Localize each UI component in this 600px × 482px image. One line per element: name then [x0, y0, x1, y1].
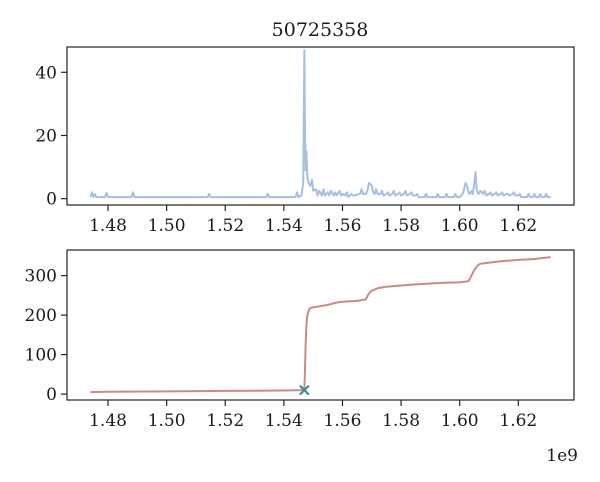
y-tick-label: 0 [46, 190, 57, 210]
marker-x [299, 384, 310, 396]
x-tick-label: 1.60 [441, 216, 479, 236]
x-tick-label: 1.56 [324, 216, 362, 236]
x-tick-label: 1.50 [148, 411, 186, 431]
x-tick-label: 1.60 [441, 411, 479, 431]
x-offset-label: 1e9 [546, 446, 578, 466]
bottom-panel-cumulative: 1.48 1.50 1.52 1.54 1.56 1.58 1.60 1.62 0 100 200 3… [25, 249, 575, 431]
y-tick-label: 40 [35, 63, 57, 83]
x-tick-label: 1.54 [265, 216, 303, 236]
y-tick-label: 20 [35, 126, 57, 146]
top-panel-intervals: 1.48 1.50 1.52 1.54 1.56 1.58 1.60 1.62 0 20 40 [35, 46, 575, 236]
axes-frame [66, 46, 575, 206]
x-tick-label: 1.56 [324, 411, 362, 431]
x-tick-label: 1.52 [206, 216, 244, 236]
x-tick-label: 1.62 [499, 216, 537, 236]
x-tick-label: 1.62 [499, 411, 537, 431]
y-tick-label: 100 [25, 346, 57, 366]
x-tick-label: 1.48 [89, 411, 127, 431]
x-tick-label: 1.54 [265, 411, 303, 431]
chart-title: 50725358 [272, 19, 369, 41]
y-tick-label: 0 [46, 385, 57, 405]
y-tick-label: 200 [25, 306, 57, 326]
x-tick-label: 1.50 [148, 216, 186, 236]
axes-frame [66, 249, 575, 401]
x-tick-label: 1.52 [206, 411, 244, 431]
x-tick-label: 1.58 [382, 216, 420, 236]
x-tick-label: 1.58 [382, 411, 420, 431]
series-line-cumulative [90, 256, 551, 394]
series-line-intervals [89, 49, 551, 199]
x-tick-label: 1.48 [89, 216, 127, 236]
y-tick-label: 300 [25, 267, 57, 287]
